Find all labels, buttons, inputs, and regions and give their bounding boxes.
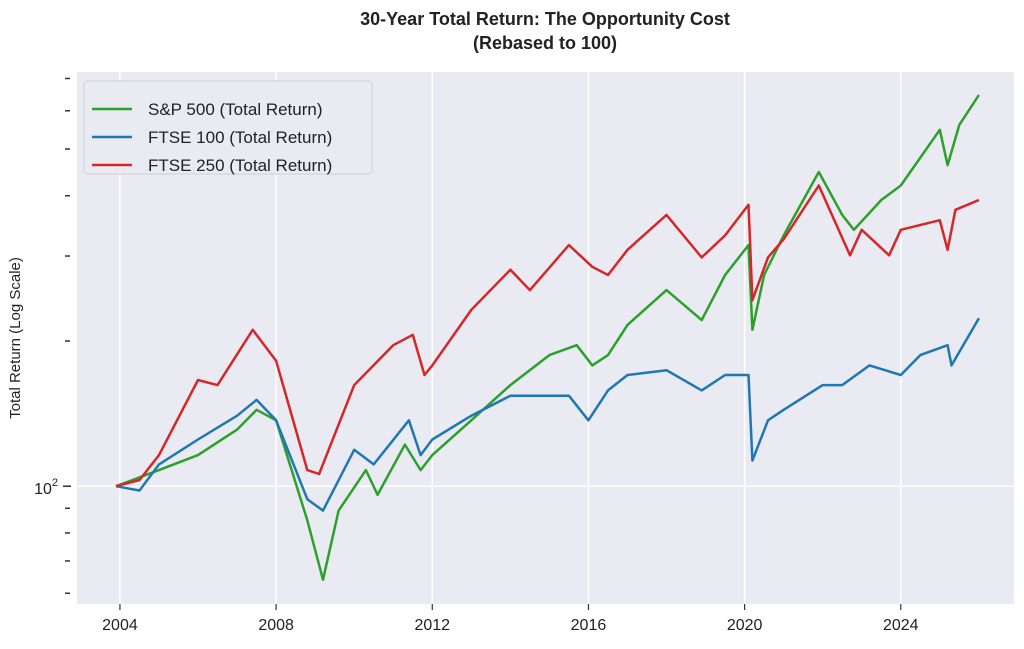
legend: S&P 500 (Total Return) FTSE 100 (Total Re…	[83, 80, 373, 175]
series-line-1	[115, 317, 980, 512]
x-tick-label: 2016	[571, 617, 607, 634]
x-tick-label: 2004	[102, 617, 138, 634]
x-tick-label: 2008	[258, 617, 294, 634]
chart-subtitle: (Rebased to 100)	[473, 33, 617, 53]
y-axis-label: Total Return (Log Scale)	[7, 257, 24, 419]
legend-label: FTSE 250 (Total Return)	[148, 156, 332, 175]
legend-box	[83, 80, 373, 175]
series-line-0	[115, 94, 980, 581]
x-tick-label: 2020	[727, 617, 763, 634]
legend-label: S&P 500 (Total Return)	[148, 100, 323, 119]
x-tick-label: 2024	[883, 617, 919, 634]
chart-title: 30-Year Total Return: The Opportunity Co…	[360, 9, 730, 29]
y-axis: 102	[34, 77, 71, 595]
y-tick-label-100: 102	[34, 477, 58, 498]
series-line-2	[115, 184, 980, 488]
x-tick-label: 2012	[414, 617, 450, 634]
legend-label: FTSE 100 (Total Return)	[148, 128, 332, 147]
x-axis: 2004 2008 2012 2016 2020 2024	[102, 604, 919, 634]
series-lines	[115, 94, 980, 581]
